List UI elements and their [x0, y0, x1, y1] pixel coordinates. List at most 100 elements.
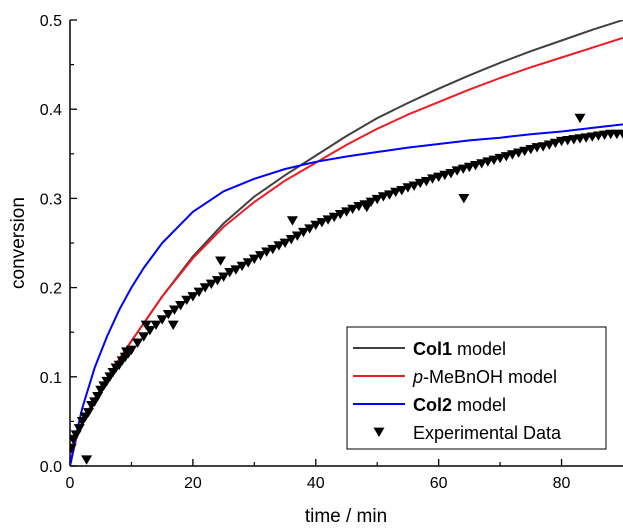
- data-point: [371, 194, 383, 205]
- y-axis-label: conversion: [8, 197, 29, 289]
- legend-label-part: p: [412, 367, 423, 387]
- data-point: [543, 140, 555, 150]
- legend-label-part: Experimental Data: [413, 423, 562, 443]
- data-point: [384, 190, 396, 200]
- data-point: [310, 220, 322, 231]
- data-point: [285, 235, 297, 245]
- data-point: [482, 157, 494, 167]
- data-point: [334, 210, 346, 220]
- data-point: [167, 320, 179, 331]
- data-point: [322, 215, 334, 225]
- data-point: [420, 177, 432, 187]
- data-point: [181, 295, 193, 306]
- data-point: [365, 197, 377, 207]
- x-ticks: 0 20 40 60 80: [66, 459, 571, 492]
- legend-label-part: Col1: [413, 339, 452, 359]
- data-point: [506, 150, 518, 160]
- data-point: [168, 305, 180, 315]
- data-point: [254, 251, 266, 261]
- data-point: [537, 142, 549, 152]
- legend: Col1 model p-MeBnOH model Col2 model Experi…: [346, 326, 607, 450]
- data-point: [297, 227, 309, 238]
- data-point: [175, 301, 187, 311]
- data-point: [427, 174, 439, 184]
- y-tick-label: 0.3: [40, 191, 62, 208]
- data-point: [476, 159, 488, 169]
- y-tick-label: 0.4: [40, 102, 62, 119]
- data-point: [361, 202, 373, 213]
- data-point: [525, 144, 537, 155]
- x-tick-label: 80: [553, 475, 571, 492]
- legend-label-part: -MeBnOH model: [423, 367, 557, 387]
- data-point: [218, 272, 230, 282]
- data-point: [156, 315, 168, 325]
- data-point: [500, 152, 512, 162]
- series-line-2: [70, 123, 623, 466]
- data-point: [138, 332, 150, 342]
- legend-label-1: p-MeBnOH model: [412, 367, 557, 387]
- data-point: [328, 212, 340, 223]
- data-point: [519, 146, 531, 157]
- data-point: [279, 238, 291, 248]
- data-point: [457, 164, 469, 174]
- data-point: [451, 166, 463, 176]
- data-point: [494, 153, 506, 164]
- data-point: [390, 187, 402, 198]
- data-point: [439, 170, 451, 181]
- data-point: [316, 218, 328, 228]
- data-point: [267, 244, 279, 255]
- data-point: [162, 309, 174, 320]
- y-tick-label: 0.0: [40, 459, 62, 476]
- x-tick-label: 0: [66, 475, 75, 492]
- data-point: [187, 292, 199, 302]
- legend-label-part: Col2: [413, 395, 452, 415]
- data-point: [513, 148, 525, 158]
- data-point: [445, 169, 457, 179]
- x-axis-label: time / min: [305, 506, 387, 527]
- data-point: [236, 261, 248, 272]
- data-point: [230, 265, 242, 275]
- data-point: [574, 113, 586, 124]
- data-point: [377, 192, 389, 202]
- data-point: [414, 178, 426, 189]
- data-point: [150, 320, 162, 331]
- data-point: [408, 181, 420, 191]
- y-ticks: 0.0 0.1 0.2 0.3 0.4 0.5: [40, 13, 77, 476]
- data-point: [458, 194, 470, 204]
- data-point: [291, 231, 303, 241]
- legend-label-0: Col1 model: [413, 339, 506, 359]
- data-point: [261, 247, 273, 257]
- x-tick-label: 60: [430, 475, 448, 492]
- y-tick-label: 0.5: [40, 13, 62, 30]
- data-point: [286, 216, 298, 226]
- data-point: [273, 241, 285, 251]
- legend-swatch-3: [373, 427, 385, 437]
- legend-label-part: model: [452, 395, 506, 415]
- data-point: [224, 268, 236, 278]
- data-point: [488, 155, 500, 165]
- data-point: [140, 320, 152, 331]
- legend-label-3: Experimental Data: [413, 423, 562, 443]
- data-point: [193, 287, 205, 298]
- data-point: [215, 256, 227, 266]
- plot-area: 0 20 40 60 80 0.0 0.1 0.2 0.3 0.4 0.5: [40, 13, 623, 492]
- data-point: [549, 138, 561, 149]
- data-point: [304, 224, 316, 234]
- y-tick-label: 0.2: [40, 281, 62, 298]
- data-point: [121, 347, 133, 357]
- data-point: [211, 276, 223, 286]
- data-point: [132, 338, 144, 348]
- data-point: [205, 279, 217, 289]
- data-point: [353, 202, 365, 212]
- data-point: [81, 455, 93, 465]
- legend-label-2: Col2 model: [413, 395, 506, 415]
- data-point: [617, 129, 623, 140]
- data-point: [248, 254, 260, 265]
- data-point: [396, 185, 408, 196]
- data-point: [463, 162, 475, 173]
- data-point: [470, 160, 482, 171]
- data-point: [341, 207, 352, 217]
- data-point: [70, 443, 77, 454]
- legend-label-part: model: [452, 339, 506, 359]
